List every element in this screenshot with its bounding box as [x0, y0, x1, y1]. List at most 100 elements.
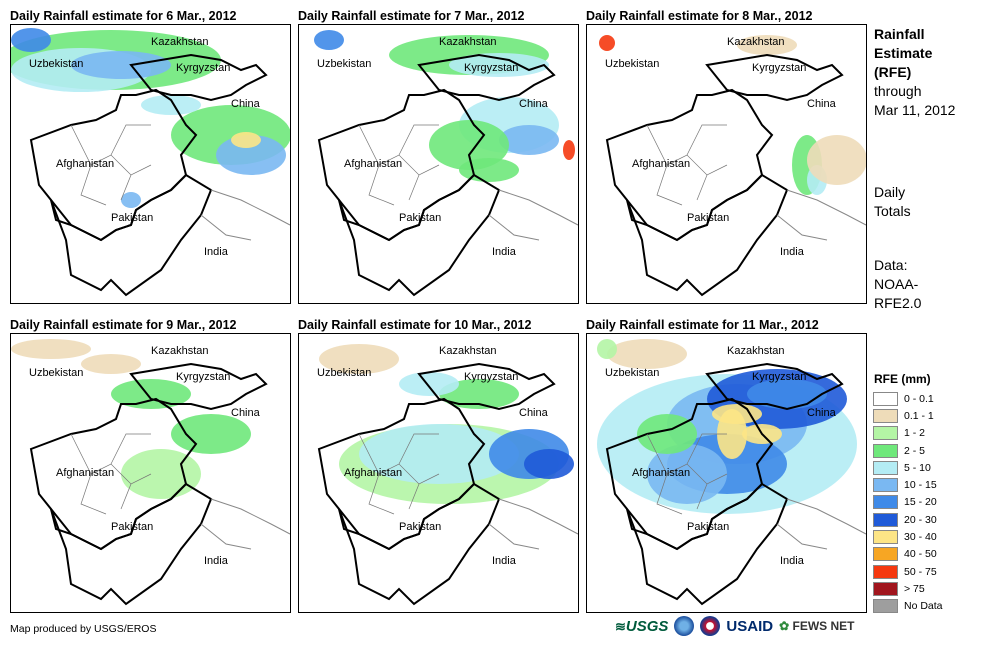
country-label-kazakhstan: Kazakhstan — [151, 345, 208, 357]
country-label-pakistan: Pakistan — [687, 521, 729, 533]
rainfall-area — [314, 30, 344, 50]
country-label-kazakhstan: Kazakhstan — [727, 345, 784, 357]
country-label-pakistan: Pakistan — [399, 212, 441, 224]
rainfall-area — [216, 135, 286, 175]
rainfall-area — [399, 372, 459, 396]
country-label-pakistan: Pakistan — [111, 521, 153, 533]
country-label-afghanistan: Afghanistan — [344, 158, 402, 170]
legend-item: 2 - 5 — [873, 442, 943, 459]
rainfall-area — [71, 51, 171, 79]
country-label-india: India — [204, 555, 229, 567]
country-label-pakistan: Pakistan — [399, 521, 441, 533]
rainfall-area — [141, 95, 201, 115]
legend-item: 0 - 0.1 — [873, 390, 943, 407]
legend-swatch — [873, 547, 898, 562]
country-label-india: India — [780, 555, 805, 567]
rainfall-area — [111, 379, 191, 409]
legend-label: No Data — [904, 600, 943, 613]
legend-label: 1 - 2 — [904, 427, 926, 440]
legend-item: No Data — [873, 598, 943, 615]
legend-label: 30 - 40 — [904, 531, 937, 544]
country-label-afghanistan: Afghanistan — [632, 467, 690, 479]
country-label-kazakhstan: Kazakhstan — [151, 36, 208, 48]
rainfall-area — [231, 132, 261, 148]
legend-swatch — [873, 391, 898, 406]
legend-item: > 75 — [873, 580, 943, 597]
country-label-kyrgyzstan: Kyrgyzstan — [464, 371, 518, 383]
legend-swatch — [873, 581, 898, 596]
rainfall-area — [524, 449, 574, 479]
country-label-kyrgyzstan: Kyrgyzstan — [752, 371, 806, 383]
rainfall-area — [449, 53, 549, 77]
logo-strip: ≋USGS USAID ✿ FEWS NET — [615, 616, 855, 636]
country-label-pakistan: Pakistan — [111, 212, 153, 224]
rainfall-area — [121, 449, 201, 499]
country-label-india: India — [492, 246, 517, 258]
rainfall-area — [607, 339, 687, 369]
rainfall-area — [11, 339, 91, 359]
legend-swatch — [873, 599, 898, 614]
sidebar-title: Rainfall Estimate (RFE) through Mar 11, … — [874, 26, 956, 118]
panel-title-4: Daily Rainfall estimate for 9 Mar., 2012 — [10, 318, 237, 332]
rainfall-area — [737, 35, 797, 55]
rainfall-area — [319, 344, 399, 374]
rainfall-area — [459, 158, 519, 182]
country-label-china: China — [807, 98, 837, 110]
country-label-uzbekistan: Uzbekistan — [605, 367, 659, 379]
legend-label: 0 - 0.1 — [904, 392, 934, 405]
country-label-afghanistan: Afghanistan — [56, 158, 114, 170]
usgs-logo: ≋USGS — [615, 617, 669, 635]
panel-title-6: Daily Rainfall estimate for 11 Mar., 201… — [586, 318, 819, 332]
rainfall-map-2: Kazakhstan Uzbekistan Kyrgyzstan China Afgha… — [298, 24, 579, 304]
panel-title-3: Daily Rainfall estimate for 8 Mar., 2012 — [586, 9, 813, 23]
country-label-china: China — [519, 407, 549, 419]
rainfall-area — [171, 414, 251, 454]
legend-item: 20 - 30 — [873, 511, 943, 528]
rainfall-area — [647, 444, 727, 504]
legend-item: 15 - 20 — [873, 494, 943, 511]
legend-swatch — [873, 564, 898, 579]
country-label-india: India — [492, 555, 517, 567]
usaid-logo: USAID — [726, 617, 774, 635]
legend-swatch — [873, 443, 898, 458]
sidebar-data-source: Data: NOAA- RFE2.0 — [874, 257, 922, 311]
legend-title: RFE (mm) — [874, 372, 931, 386]
rainfall-area — [81, 354, 141, 374]
country-label-india: India — [204, 246, 229, 258]
legend-item: 5 - 10 — [873, 459, 943, 476]
noaa-logo-icon — [674, 616, 695, 636]
rainfall-area — [599, 35, 615, 51]
country-label-afghanistan: Afghanistan — [344, 467, 402, 479]
rainfall-map-3: Kazakhstan Uzbekistan Kyrgyzstan China Afgha… — [586, 24, 867, 304]
country-label-kazakhstan: Kazakhstan — [727, 36, 784, 48]
country-label-afghanistan: Afghanistan — [632, 158, 690, 170]
legend-item: 30 - 40 — [873, 528, 943, 545]
country-label-kazakhstan: Kazakhstan — [439, 345, 496, 357]
nws-logo-icon — [700, 616, 721, 636]
sidebar-totals: Daily Totals — [874, 184, 911, 219]
legend-item: 50 - 75 — [873, 563, 943, 580]
country-label-uzbekistan: Uzbekistan — [605, 58, 659, 70]
legend-label: > 75 — [904, 582, 925, 595]
rainfall-area — [11, 28, 51, 52]
legend-label: 0.1 - 1 — [904, 409, 934, 422]
legend-swatch — [873, 460, 898, 475]
panel-title-1: Daily Rainfall estimate for 6 Mar., 2012 — [10, 9, 237, 23]
country-label-kyrgyzstan: Kyrgyzstan — [176, 371, 230, 383]
rainfall-area — [807, 135, 866, 185]
country-label-pakistan: Pakistan — [687, 212, 729, 224]
country-label-china: China — [519, 98, 549, 110]
legend-swatch — [873, 512, 898, 527]
rainfall-area — [499, 125, 559, 155]
country-label-kyrgyzstan: Kyrgyzstan — [464, 62, 518, 74]
legend-swatch — [873, 495, 898, 510]
country-label-china: China — [807, 407, 837, 419]
legend-item: 1 - 2 — [873, 425, 943, 442]
legend-label: 20 - 30 — [904, 513, 937, 526]
country-label-china: China — [231, 98, 261, 110]
fews-net-logo: ✿ FEWS NET — [779, 619, 855, 633]
rainfall-area — [717, 409, 747, 459]
legend-item: 0.1 - 1 — [873, 407, 943, 424]
legend-label: 40 - 50 — [904, 548, 937, 561]
legend-swatch — [873, 478, 898, 493]
